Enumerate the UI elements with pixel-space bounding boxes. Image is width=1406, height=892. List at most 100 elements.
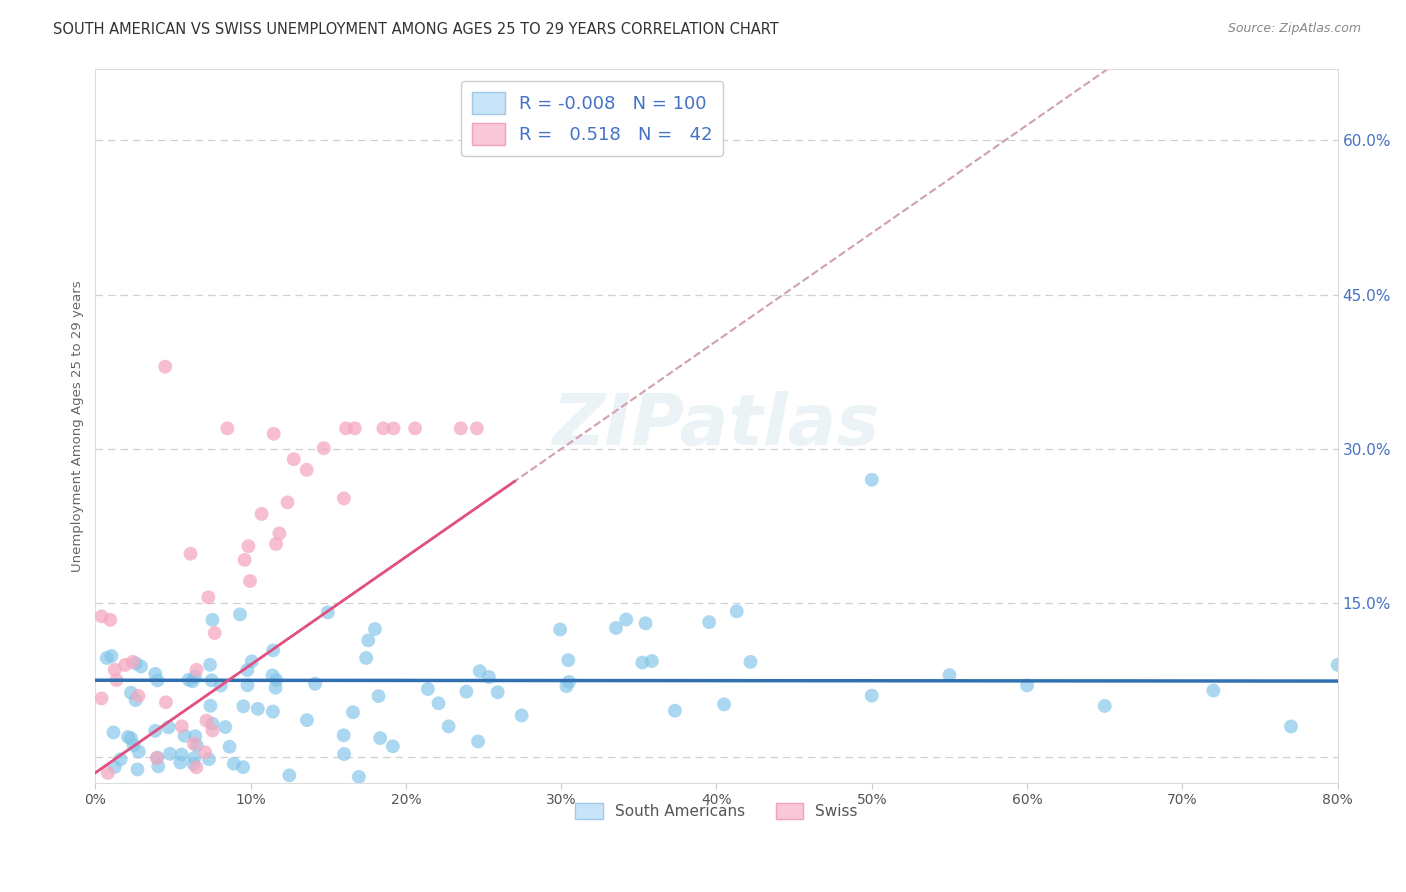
Point <box>381 739 404 754</box>
Point <box>1094 698 1116 713</box>
Point <box>146 673 169 688</box>
Point <box>713 698 735 712</box>
Point <box>201 613 224 627</box>
Point <box>90 609 112 624</box>
Point <box>157 720 180 734</box>
Point <box>143 666 166 681</box>
Legend: South Americans, Swiss: South Americans, Swiss <box>569 797 863 825</box>
Point <box>240 654 263 668</box>
Point <box>404 421 426 435</box>
Point <box>90 691 112 706</box>
Point <box>232 760 254 774</box>
Point <box>114 657 136 672</box>
Point <box>1326 657 1348 672</box>
Point <box>631 656 654 670</box>
Point <box>725 604 748 618</box>
Point <box>117 730 139 744</box>
Point <box>177 673 200 687</box>
Point <box>664 704 686 718</box>
Point <box>194 745 217 759</box>
Point <box>183 751 205 765</box>
Point <box>332 728 354 742</box>
Point <box>634 616 657 631</box>
Point <box>209 678 232 692</box>
Point <box>186 760 208 774</box>
Point <box>125 657 148 671</box>
Point <box>197 591 219 605</box>
Point <box>382 421 405 435</box>
Point <box>100 648 122 663</box>
Point <box>170 719 193 733</box>
Point <box>145 751 167 765</box>
Point <box>201 673 224 688</box>
Text: ZIPatlas: ZIPatlas <box>553 392 880 460</box>
Point <box>180 547 202 561</box>
Point <box>450 421 472 435</box>
Point <box>478 670 501 684</box>
Point <box>183 737 205 751</box>
Point <box>121 655 143 669</box>
Point <box>98 613 121 627</box>
Text: Source: ZipAtlas.com: Source: ZipAtlas.com <box>1227 22 1361 36</box>
Point <box>127 763 149 777</box>
Point <box>204 626 226 640</box>
Point <box>120 731 142 746</box>
Point <box>195 714 218 728</box>
Point <box>169 756 191 770</box>
Point <box>184 729 207 743</box>
Point <box>262 643 284 657</box>
Point <box>129 659 152 673</box>
Point <box>427 696 450 710</box>
Point <box>295 463 318 477</box>
Y-axis label: Unemployment Among Ages 25 to 29 years: Unemployment Among Ages 25 to 29 years <box>72 280 84 572</box>
Point <box>236 678 259 692</box>
Point <box>614 612 637 626</box>
Point <box>201 723 224 738</box>
Point <box>264 681 287 695</box>
Point <box>262 668 284 682</box>
Point <box>456 684 478 698</box>
Point <box>246 702 269 716</box>
Point <box>938 668 960 682</box>
Point <box>364 622 387 636</box>
Point <box>276 495 298 509</box>
Point <box>486 685 509 699</box>
Point <box>467 734 489 748</box>
Point <box>437 719 460 733</box>
Point <box>465 421 488 435</box>
Point <box>368 731 391 745</box>
Point <box>238 539 260 553</box>
Point <box>181 674 204 689</box>
Point <box>198 752 221 766</box>
Point <box>148 759 170 773</box>
Point <box>333 491 356 506</box>
Point <box>278 768 301 782</box>
Point <box>122 738 145 752</box>
Point <box>186 663 208 677</box>
Point <box>170 747 193 762</box>
Point <box>146 750 169 764</box>
Point <box>335 421 357 435</box>
Point <box>557 653 579 667</box>
Point <box>104 663 127 677</box>
Point <box>263 426 285 441</box>
Point <box>347 770 370 784</box>
Point <box>155 695 177 709</box>
Point <box>143 723 166 738</box>
Point <box>201 716 224 731</box>
Point <box>217 421 239 435</box>
Point <box>200 698 222 713</box>
Point <box>312 441 335 455</box>
Point <box>416 681 439 696</box>
Point <box>316 605 339 619</box>
Point <box>697 615 720 629</box>
Point <box>183 756 205 771</box>
Point <box>104 760 127 774</box>
Point <box>236 663 259 677</box>
Point <box>186 739 208 753</box>
Point <box>295 713 318 727</box>
Point <box>120 686 142 700</box>
Point <box>222 756 245 771</box>
Point <box>264 537 287 551</box>
Text: SOUTH AMERICAN VS SWISS UNEMPLOYMENT AMONG AGES 25 TO 29 YEARS CORRELATION CHART: SOUTH AMERICAN VS SWISS UNEMPLOYMENT AMO… <box>53 22 779 37</box>
